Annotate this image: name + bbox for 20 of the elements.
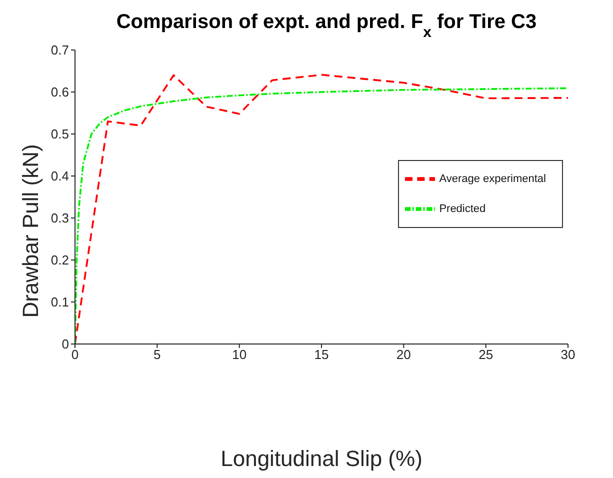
- y-tick-label: 0.1: [50, 294, 69, 310]
- x-tick-label: 0: [71, 347, 79, 362]
- y-tick-label: 0.5: [50, 126, 69, 142]
- chart-title: Comparison of expt. and pred. F$_{x}$ for Tire C3: [116, 11, 537, 40]
- x-tick-label: 25: [478, 347, 494, 362]
- legend-label: Predicted: [439, 202, 486, 215]
- y-tick-label: 0.3: [50, 210, 69, 226]
- y-tick-label: 0.6: [50, 84, 69, 100]
- x-tick-label: 5: [154, 347, 161, 362]
- y-axis-title: Drawbar Pull (kN): [18, 144, 43, 318]
- y-tick-label: 0.2: [50, 252, 69, 268]
- x-tick-label: 20: [396, 347, 411, 362]
- x-axis-title: Longitudinal Slip (%): [220, 446, 422, 471]
- x-tick-label: 15: [314, 347, 329, 362]
- x-tick-label: 30: [560, 347, 576, 362]
- y-tick-label: 0.4: [50, 168, 69, 184]
- legend-label: Average experimental: [439, 172, 546, 185]
- y-tick-label: 0: [62, 336, 69, 352]
- x-tick-label: 10: [232, 347, 247, 362]
- y-tick-label: 0.7: [50, 42, 69, 58]
